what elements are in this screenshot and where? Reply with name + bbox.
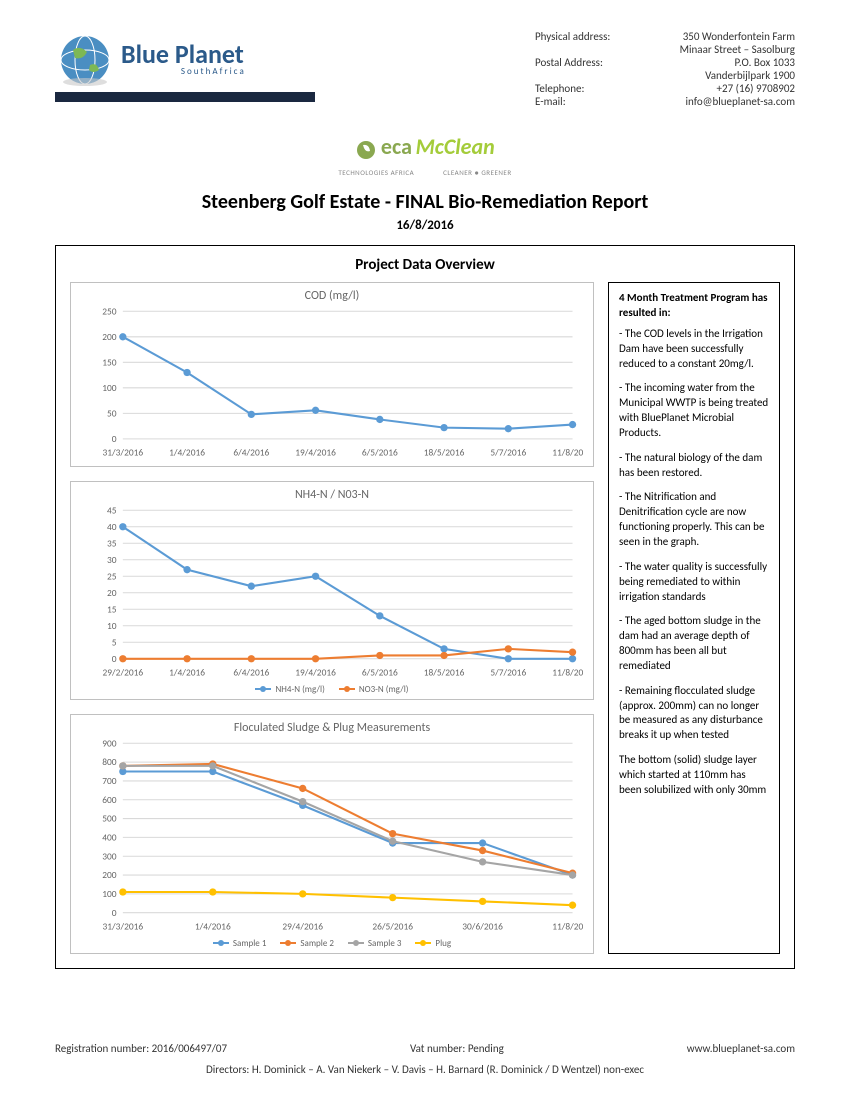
svg-text:6/4/2016: 6/4/2016	[233, 667, 269, 679]
svg-text:400: 400	[102, 831, 117, 843]
svg-text:15: 15	[107, 603, 117, 615]
svg-text:26/5/2016: 26/5/2016	[372, 920, 413, 932]
website-url: www.blueplanet-sa.com	[687, 1042, 795, 1055]
charts-column: COD (mg/l) 05010015020025031/3/20161/4/2…	[70, 282, 594, 953]
globe-icon	[55, 30, 115, 90]
address-block: Physical address:350 Wonderfontein FarmM…	[535, 30, 795, 108]
report-date: 16/8/2016	[55, 218, 795, 233]
svg-text:11/8/2016: 11/8/2016	[552, 920, 583, 932]
svg-text:6/5/2016: 6/5/2016	[362, 667, 398, 679]
cod-chart: COD (mg/l) 05010015020025031/3/20161/4/2…	[70, 282, 594, 467]
nitrogen-chart: NH4-N / N03-N 05101520253035404529/2/201…	[70, 481, 594, 700]
svg-text:800: 800	[102, 756, 117, 768]
svg-text:29/2/2016: 29/2/2016	[103, 667, 144, 679]
svg-text:50: 50	[107, 408, 117, 420]
svg-text:25: 25	[107, 570, 117, 582]
eca-logo: eca	[381, 133, 412, 160]
svg-text:300: 300	[102, 850, 117, 862]
svg-text:600: 600	[102, 794, 117, 806]
svg-text:200: 200	[102, 331, 117, 343]
svg-text:6/4/2016: 6/4/2016	[233, 447, 269, 459]
svg-text:19/4/2016: 19/4/2016	[295, 667, 336, 679]
svg-text:100: 100	[102, 382, 117, 394]
svg-text:200: 200	[102, 869, 117, 881]
svg-text:30: 30	[107, 554, 117, 566]
svg-text:18/5/2016: 18/5/2016	[424, 667, 465, 679]
logo-bar	[55, 92, 315, 102]
report-title: Steenberg Golf Estate - FINAL Bio-Remedi…	[55, 190, 795, 214]
svg-text:31/3/2016: 31/3/2016	[103, 920, 144, 932]
company-logo: Blue Planet S o u t h A f r i c a	[55, 30, 315, 108]
svg-text:10: 10	[107, 620, 117, 632]
page-footer: Registration number: 2016/006497/07 Vat …	[55, 1042, 795, 1076]
svg-text:5/7/2016: 5/7/2016	[490, 667, 526, 679]
svg-text:29/4/2016: 29/4/2016	[282, 920, 323, 932]
svg-text:0: 0	[112, 653, 117, 665]
svg-text:500: 500	[102, 813, 117, 825]
company-name: Blue Planet	[121, 43, 244, 65]
svg-text:11/8/2016: 11/8/2016	[552, 447, 583, 459]
registration-number: Registration number: 2016/006497/07	[55, 1042, 227, 1055]
svg-text:19/4/2016: 19/4/2016	[295, 447, 336, 459]
svg-text:45: 45	[107, 504, 117, 516]
svg-text:30/6/2016: 30/6/2016	[462, 920, 503, 932]
svg-text:0: 0	[112, 907, 117, 919]
leaf-icon	[355, 139, 377, 161]
svg-text:1/4/2016: 1/4/2016	[169, 447, 205, 459]
page-header: Blue Planet S o u t h A f r i c a Physic…	[55, 30, 795, 108]
overview-box: Project Data Overview COD (mg/l) 0501001…	[55, 245, 795, 968]
svg-text:40: 40	[107, 521, 117, 533]
svg-text:900: 900	[102, 737, 117, 749]
mcclean-logo: McClean	[416, 133, 495, 160]
svg-text:20: 20	[107, 587, 117, 599]
svg-text:5: 5	[112, 636, 117, 648]
svg-text:250: 250	[102, 306, 117, 318]
vat-number: Vat number: Pending	[410, 1042, 504, 1055]
svg-text:700: 700	[102, 775, 117, 787]
svg-text:1/4/2016: 1/4/2016	[169, 667, 205, 679]
svg-text:6/5/2016: 6/5/2016	[362, 447, 398, 459]
svg-text:31/3/2016: 31/3/2016	[103, 447, 144, 459]
sludge-chart: Floculated Sludge & Plug Measurements 01…	[70, 714, 594, 954]
svg-text:100: 100	[102, 888, 117, 900]
svg-text:35: 35	[107, 537, 117, 549]
svg-text:18/5/2016: 18/5/2016	[424, 447, 465, 459]
svg-text:150: 150	[102, 357, 117, 369]
svg-text:1/4/2016: 1/4/2016	[195, 920, 231, 932]
partner-logos: eca McClean TECHNOLOGIES AFRICA CLEANER …	[55, 133, 795, 180]
sidebar-heading: 4 Month Treatment Program has resulted i…	[619, 291, 769, 321]
overview-title: Project Data Overview	[70, 256, 780, 274]
summary-sidebar: 4 Month Treatment Program has resulted i…	[608, 282, 780, 953]
svg-text:0: 0	[112, 433, 117, 445]
directors: Directors: H. Dominick – A. Van Niekerk …	[55, 1063, 795, 1076]
svg-text:5/7/2016: 5/7/2016	[490, 447, 526, 459]
svg-text:11/8/2016: 11/8/2016	[552, 667, 583, 679]
